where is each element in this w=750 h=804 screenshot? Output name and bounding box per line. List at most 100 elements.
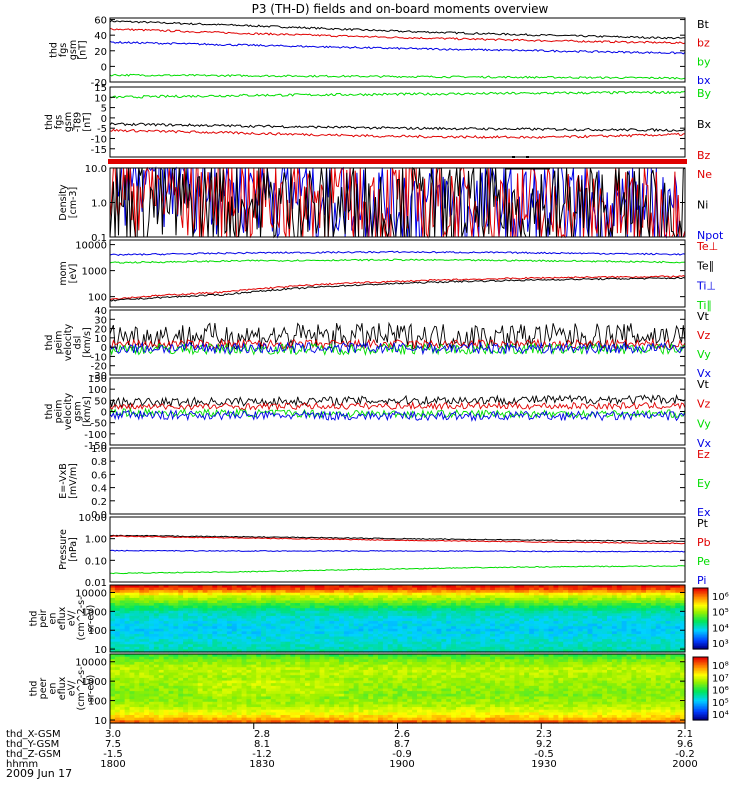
series-line-Pi: [110, 550, 685, 552]
y-tick-label: 0.2: [91, 497, 107, 508]
panel-10: 10⁸10⁷10⁶10⁵10⁴10000100010010thdpeerenef…: [29, 654, 729, 727]
legend-Ez: Ez: [697, 448, 710, 461]
series-line-By: [110, 91, 685, 98]
y-tick-label: 1000: [82, 267, 107, 278]
legend-Vy: Vy: [697, 348, 711, 361]
y-tick-label: 10: [94, 645, 107, 656]
series-line-Bt: [110, 20, 685, 38]
legend-Te⊥: Te⊥: [696, 240, 718, 253]
y-axis-label-line: [cm-3]: [68, 187, 79, 218]
y-axis-label-line: [nT]: [82, 112, 93, 131]
y-tick-label: 1.00: [85, 535, 107, 546]
legend-Ti⊥: Ti⊥: [696, 279, 716, 292]
series-line-Bz: [110, 129, 685, 138]
y-axis-label: Density[cm-3]: [58, 184, 79, 220]
y-tick-label: 0: [101, 408, 107, 419]
y-tick-label: 40: [94, 31, 107, 42]
y-tick-label: 0.10: [85, 556, 107, 567]
y-tick-label: -100: [84, 430, 107, 441]
colorbar-tick-label: 10⁶: [712, 592, 729, 603]
y-axis-label-line: [km/s]: [82, 327, 93, 357]
plot-title: P3 (TH-D) fields and on-board moments ov…: [252, 2, 549, 16]
y-tick-label: 0.8: [91, 457, 107, 468]
legend-Pt: Pt: [697, 517, 709, 530]
legend-Bz: Bz: [697, 149, 711, 162]
y-tick-label: 60: [94, 16, 107, 27]
legend-Vt: Vt: [697, 310, 710, 323]
legend-bx: bx: [697, 74, 711, 87]
legend-Pb: Pb: [697, 536, 711, 549]
panels-group: 6040200-20thdfgsgsm[nT]Btbzbybx151050-5-…: [29, 16, 729, 727]
series-line-bx: [110, 41, 685, 54]
legend-Te∥: Te∥: [696, 260, 714, 273]
y-tick-label: -15: [91, 145, 107, 156]
legend-Pi: Pi: [697, 574, 706, 587]
y-axis-label: Pressure[nPa]: [58, 529, 79, 570]
y-axis-label-line: [nPa]: [68, 537, 79, 562]
panel-9: 10⁶10⁵10⁴10³10000100010010thdpeireneflux…: [29, 585, 729, 656]
colorbar-tick-label: 10³: [712, 639, 729, 650]
y-axis-label-line: [km/s]: [82, 396, 93, 426]
legend-Vz: Vz: [697, 398, 711, 411]
legend-Ey: Ey: [697, 477, 711, 490]
y-tick-label: -50: [91, 419, 107, 430]
panel-frame: [110, 18, 685, 82]
legend-Vy: Vy: [697, 417, 711, 430]
y-tick-label: 1.0: [91, 444, 107, 455]
y-tick-label: 100: [88, 293, 107, 304]
y-axis-label-line: [nT]: [77, 40, 88, 59]
y-tick-label: 0.01: [85, 578, 107, 589]
y-tick-label: 150: [88, 374, 107, 385]
legend-Bt: Bt: [697, 18, 710, 31]
panel-6: 150100500-50-100-150thdpeimvelocitygsm[k…: [44, 374, 712, 452]
panel-8: 10.00 1.00 0.10 0.01 Pressure[nPa] Pt Pb Pe Pi: [58, 513, 710, 589]
y-tick-label: 50: [94, 396, 107, 407]
panel-frame: [110, 448, 685, 514]
y-tick-label: 0.4: [91, 484, 107, 495]
y-tick-label: 0: [101, 62, 107, 73]
y-tick-label: 10000: [75, 241, 107, 252]
panel-frame: [110, 310, 685, 375]
y-tick-label: 1.0: [91, 199, 107, 210]
y-tick-label: 0.6: [91, 470, 107, 481]
legend-by: by: [697, 55, 711, 68]
y-tick-label: 10.0: [85, 164, 107, 175]
legend-bz: bz: [697, 37, 710, 50]
legend-Vt: Vt: [697, 378, 710, 391]
colorbar-tick-label: 10⁵: [712, 608, 729, 619]
legend-Bx: Bx: [697, 118, 712, 131]
legend-Vz: Vz: [697, 329, 711, 342]
panel-frame: [110, 87, 685, 157]
y-axis-label: mom[eV]: [58, 261, 79, 285]
series-line-Ti⊥: [110, 251, 685, 255]
panel-5: 403020100-10-20-30thdpeimvelocitydsl[km/…: [44, 306, 712, 382]
y-axis-label-line: [mV/m]: [68, 463, 79, 499]
series-line-Ti∥: [110, 259, 685, 263]
legend-By: By: [697, 87, 712, 100]
legend-Ne: Ne: [697, 168, 712, 181]
y-axis-label-line: [eV]: [68, 264, 79, 284]
series-line-Bx: [110, 123, 685, 131]
y-axis-label-line: sr-eV): [86, 605, 97, 633]
y-tick-label: 100: [88, 385, 107, 396]
y-tick-label: 20: [94, 47, 107, 58]
y-tick-label: 10.00: [78, 513, 107, 524]
legend-Ni: Ni: [697, 199, 708, 212]
series-line-Pe: [110, 566, 685, 574]
colorbar-tick-label: 10⁴: [712, 623, 729, 634]
y-axis-label: E=-VxB[mV/m]: [58, 463, 79, 499]
series-line-Pb: [110, 536, 685, 544]
legend-Pe: Pe: [697, 555, 710, 568]
